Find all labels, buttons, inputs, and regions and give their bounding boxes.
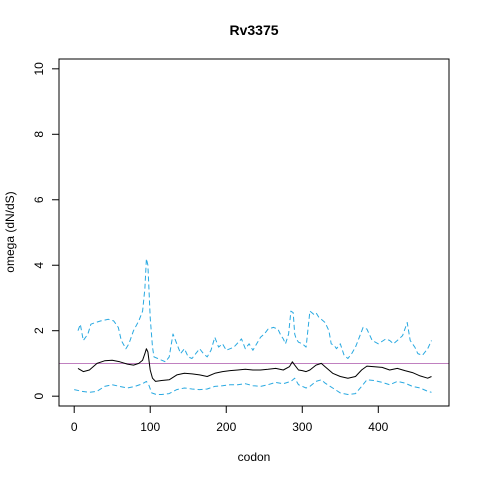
x-axis: 0 100 200 300 400	[71, 405, 389, 434]
x-tick-label: 200	[216, 420, 236, 434]
series-line-upper-bound	[77, 258, 432, 363]
y-tick-label: 4	[32, 262, 46, 269]
y-axis-label: omega (dN/dS)	[3, 191, 17, 272]
x-tick-label: 400	[368, 420, 388, 434]
x-tick-label: 300	[292, 420, 312, 434]
y-tick-label: 6	[32, 196, 46, 203]
y-tick-label: 2	[32, 327, 46, 334]
x-axis-label: codon	[238, 450, 271, 464]
y-tick-label: 8	[32, 131, 46, 138]
series-line-estimate	[77, 348, 432, 382]
y-tick-label: 0	[32, 393, 46, 400]
series-layer	[74, 258, 432, 395]
chart-title: Rv3375	[229, 22, 278, 38]
y-tick-label: 10	[32, 62, 46, 76]
x-tick-label: 100	[140, 420, 160, 434]
y-axis: 0 2 4 6 8 10	[32, 62, 60, 400]
x-tick-label: 0	[71, 420, 78, 434]
